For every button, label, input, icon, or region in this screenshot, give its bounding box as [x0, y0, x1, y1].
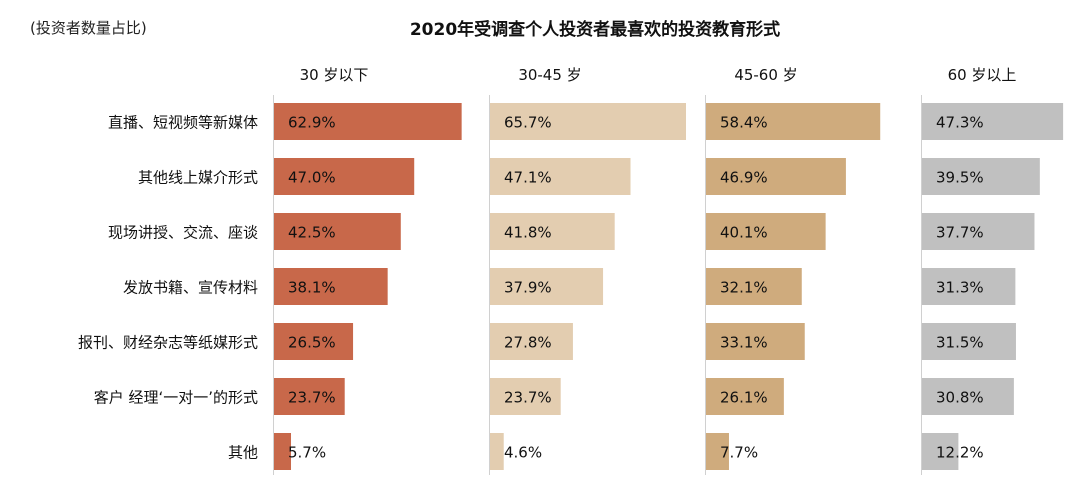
- data-label: 26.1%: [720, 389, 768, 407]
- bar: [490, 103, 686, 140]
- bar: [274, 378, 345, 415]
- bar: [922, 378, 1014, 415]
- bar: [706, 158, 846, 195]
- data-label: 30.8%: [936, 389, 984, 407]
- bar: [490, 433, 504, 470]
- data-label: 27.8%: [504, 334, 552, 352]
- data-label: 42.5%: [288, 224, 336, 242]
- bar: [706, 213, 826, 250]
- data-label: 23.7%: [504, 389, 552, 407]
- panel-header: 30-45 岁: [518, 66, 581, 84]
- category-label: 其他线上媒介形式: [138, 169, 258, 187]
- bar: [274, 433, 292, 470]
- category-label: 报刊、财经杂志等纸媒形式: [78, 334, 258, 352]
- data-label: 23.7%: [288, 389, 336, 407]
- bar: [922, 103, 1064, 140]
- data-label: 12.2%: [936, 444, 984, 462]
- data-label: 58.4%: [720, 114, 768, 132]
- bar: [274, 323, 354, 360]
- bar: [490, 213, 615, 250]
- data-label: 65.7%: [504, 114, 552, 132]
- data-label: 47.0%: [288, 169, 336, 187]
- data-label: 32.1%: [720, 279, 768, 297]
- bar: [922, 158, 1040, 195]
- data-label: 47.3%: [936, 114, 984, 132]
- bar: [490, 158, 631, 195]
- bar: [922, 323, 1016, 360]
- bar: [706, 323, 805, 360]
- panel-header: 60 岁以上: [948, 66, 1017, 84]
- data-label: 31.5%: [936, 334, 984, 352]
- bar: [490, 378, 561, 415]
- data-label: 39.5%: [936, 169, 984, 187]
- data-label: 37.7%: [936, 224, 984, 242]
- data-label: 38.1%: [288, 279, 336, 297]
- panel-header: 30 岁以下: [300, 66, 369, 84]
- category-label: 现场讲授、交流、座谈: [108, 224, 258, 242]
- bar: [922, 433, 959, 470]
- data-label: 33.1%: [720, 334, 768, 352]
- category-label: 直播、短视频等新媒体: [108, 114, 258, 132]
- category-label: 客户 经理‘一对一’的形式: [94, 389, 258, 407]
- data-label: 41.8%: [504, 224, 552, 242]
- data-label: 40.1%: [720, 224, 768, 242]
- bar: [490, 323, 573, 360]
- data-label: 37.9%: [504, 279, 552, 297]
- category-label: 发放书籍、宣传材料: [123, 279, 258, 297]
- bar: [706, 103, 881, 140]
- bar: [706, 433, 729, 470]
- data-label: 5.7%: [288, 444, 326, 462]
- bar: [706, 378, 784, 415]
- unit-label: (投资者数量占比): [30, 19, 147, 37]
- bar: [490, 268, 604, 305]
- data-label: 26.5%: [288, 334, 336, 352]
- bar: [274, 268, 388, 305]
- data-label: 31.3%: [936, 279, 984, 297]
- bar: [706, 268, 802, 305]
- data-label: 4.6%: [504, 444, 542, 462]
- data-label: 7.7%: [720, 444, 758, 462]
- category-label: 其他: [228, 444, 258, 462]
- bar: [922, 213, 1035, 250]
- data-label: 47.1%: [504, 169, 552, 187]
- bar: [274, 158, 415, 195]
- bar: [274, 103, 462, 140]
- bar: [922, 268, 1016, 305]
- data-label: 62.9%: [288, 114, 336, 132]
- bar: [274, 213, 401, 250]
- data-label: 46.9%: [720, 169, 768, 187]
- chart-title: 2020年受调查个人投资者最喜欢的投资教育形式: [409, 20, 781, 40]
- panel-header: 45-60 岁: [734, 66, 797, 84]
